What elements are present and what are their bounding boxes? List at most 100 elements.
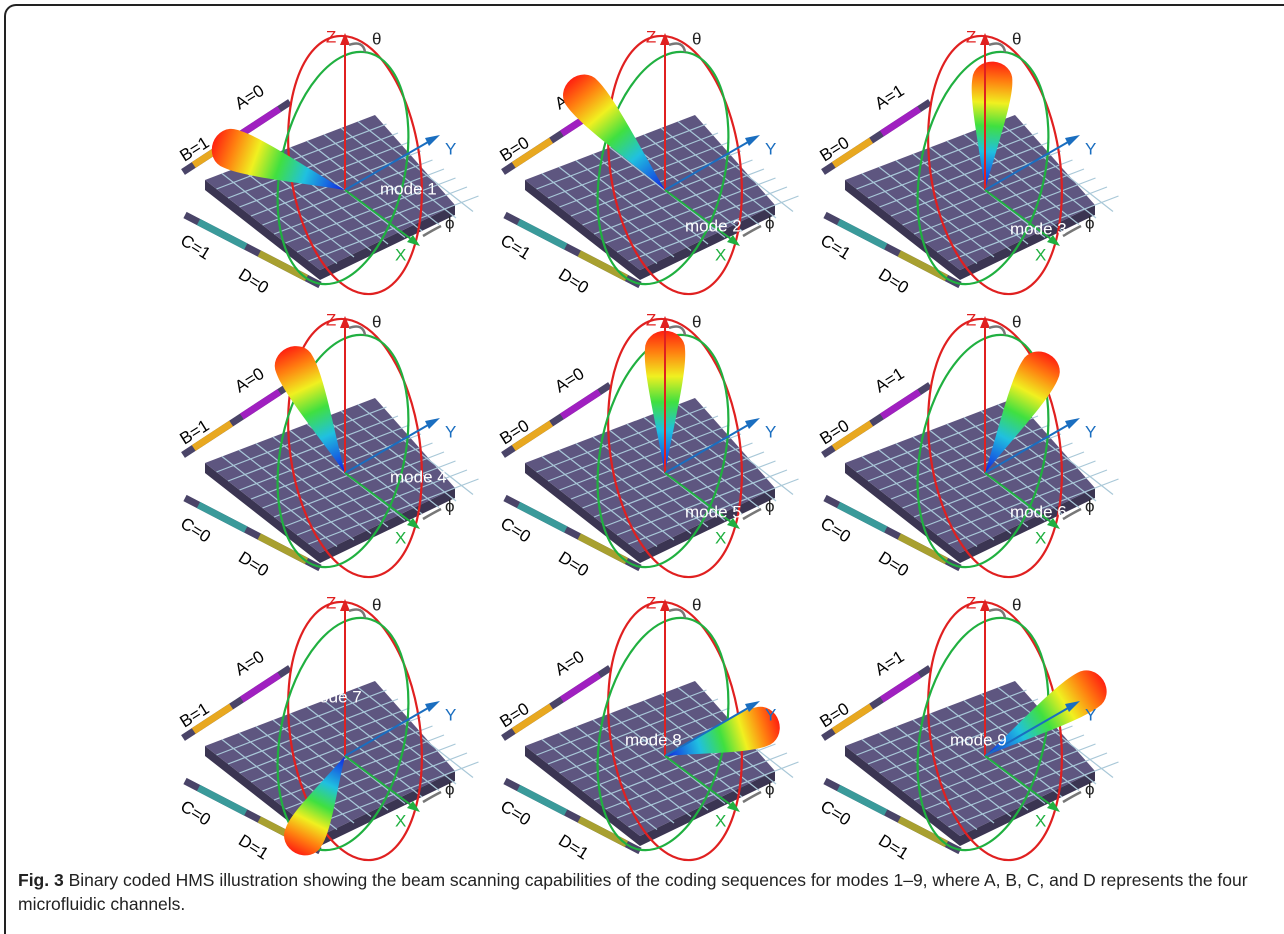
z-label: Z bbox=[966, 593, 976, 612]
mode-label: mode 8 bbox=[625, 730, 682, 749]
mode-label: mode 3 bbox=[1010, 219, 1067, 238]
channel-label: C=0 bbox=[497, 514, 534, 547]
channel-label: D=0 bbox=[555, 265, 592, 298]
y-label: Y bbox=[445, 705, 456, 724]
channel-label: D=1 bbox=[555, 831, 592, 864]
channel-label: C=0 bbox=[817, 514, 854, 547]
channel-label: A=1 bbox=[871, 647, 907, 679]
channel-bar-ab bbox=[882, 675, 919, 700]
caption: Fig. 3 Binary coded HMS illustration sho… bbox=[18, 868, 1273, 916]
channel-label: D=0 bbox=[555, 548, 592, 581]
z-label: Z bbox=[326, 27, 336, 46]
channel-bar-ab bbox=[562, 392, 599, 417]
z-arrow bbox=[980, 33, 990, 45]
y-label: Y bbox=[445, 422, 456, 441]
caption-label: Fig. 3 bbox=[18, 870, 64, 890]
theta-arrow bbox=[989, 44, 1005, 52]
page: A=0B=1C=1D=0ZθYXϕmode 1A=0B=0C=1D=0ZθYXϕ… bbox=[0, 0, 1284, 925]
z-arrow bbox=[340, 599, 350, 611]
y-arrow bbox=[745, 418, 760, 429]
channel-label: C=1 bbox=[817, 231, 854, 264]
x-label: X bbox=[1035, 528, 1046, 547]
x-label: X bbox=[395, 245, 406, 264]
panel: A=0B=0C=0D=0ZθYXϕmode 5 bbox=[496, 310, 798, 586]
phi-label: ϕ bbox=[765, 779, 775, 798]
theta-label: θ bbox=[1012, 29, 1021, 48]
channel-bar-ab bbox=[882, 392, 919, 417]
z-label: Z bbox=[646, 310, 656, 329]
theta-arrow bbox=[349, 327, 365, 335]
y-label: Y bbox=[1085, 705, 1096, 724]
x-label: X bbox=[715, 245, 726, 264]
channel-label: A=0 bbox=[551, 647, 587, 679]
z-arrow bbox=[660, 33, 670, 45]
channel-bar-ab bbox=[242, 675, 279, 700]
x-label: X bbox=[1035, 811, 1046, 830]
phi-label: ϕ bbox=[445, 213, 455, 232]
z-label: Z bbox=[966, 310, 976, 329]
y-label: Y bbox=[1085, 139, 1096, 158]
x-label: X bbox=[1035, 245, 1046, 264]
channel-bar-ab bbox=[242, 109, 279, 134]
phi-label: ϕ bbox=[1085, 213, 1095, 232]
panel: A=0B=0C=0D=1ZθYXϕmode 8 bbox=[496, 593, 798, 865]
phi-label: ϕ bbox=[1085, 779, 1095, 798]
panel: A=0B=1C=1D=0ZθYXϕmode 1 bbox=[176, 27, 478, 303]
channel-label: A=0 bbox=[231, 81, 267, 113]
theta-label: θ bbox=[372, 595, 381, 614]
y-label: Y bbox=[765, 705, 776, 724]
z-label: Z bbox=[326, 310, 336, 329]
theta-arrow bbox=[989, 610, 1005, 618]
channel-label: A=1 bbox=[871, 364, 907, 396]
panel: A=1B=0C=0D=0ZθYXϕmode 6 bbox=[816, 310, 1118, 586]
channel-label: C=1 bbox=[497, 231, 534, 264]
mode-label: mode 1 bbox=[380, 179, 437, 198]
channel-label: C=0 bbox=[817, 797, 854, 830]
channel-label: A=1 bbox=[871, 81, 907, 113]
z-arrow bbox=[340, 33, 350, 45]
theta-label: θ bbox=[1012, 595, 1021, 614]
theta-label: θ bbox=[372, 29, 381, 48]
y-arrow bbox=[1065, 418, 1080, 429]
y-arrow bbox=[745, 135, 760, 146]
phi-label: ϕ bbox=[765, 496, 775, 515]
channel-label: D=1 bbox=[875, 831, 912, 864]
theta-arrow bbox=[669, 610, 685, 618]
channel-label: A=0 bbox=[551, 364, 587, 396]
phi-label: ϕ bbox=[445, 779, 455, 798]
channel-bar-ab bbox=[242, 392, 279, 417]
channel-label: D=1 bbox=[235, 831, 272, 864]
channel-label: C=0 bbox=[177, 797, 214, 830]
mode-label: mode 4 bbox=[390, 467, 447, 486]
theta-label: θ bbox=[692, 29, 701, 48]
channel-label: A=0 bbox=[231, 364, 267, 396]
z-label: Z bbox=[966, 27, 976, 46]
mode-label: mode 9 bbox=[950, 730, 1007, 749]
phi-label: ϕ bbox=[445, 496, 455, 515]
mode-label: mode 2 bbox=[685, 216, 742, 235]
z-arrow bbox=[660, 599, 670, 611]
theta-arrow bbox=[669, 44, 685, 52]
y-label: Y bbox=[765, 422, 776, 441]
y-arrow bbox=[425, 418, 440, 429]
y-label: Y bbox=[445, 139, 456, 158]
channel-bar-ab bbox=[882, 109, 919, 134]
theta-label: θ bbox=[1012, 312, 1021, 331]
theta-label: θ bbox=[692, 595, 701, 614]
z-arrow bbox=[980, 599, 990, 611]
mode-label: mode 5 bbox=[685, 502, 742, 521]
x-label: X bbox=[715, 528, 726, 547]
channel-label: D=0 bbox=[235, 548, 272, 581]
channel-label: C=0 bbox=[177, 514, 214, 547]
channel-label: C=0 bbox=[497, 797, 534, 830]
theta-arrow bbox=[349, 610, 365, 618]
theta-label: θ bbox=[372, 312, 381, 331]
z-label: Z bbox=[646, 27, 656, 46]
z-label: Z bbox=[646, 593, 656, 612]
channel-label: D=0 bbox=[235, 265, 272, 298]
